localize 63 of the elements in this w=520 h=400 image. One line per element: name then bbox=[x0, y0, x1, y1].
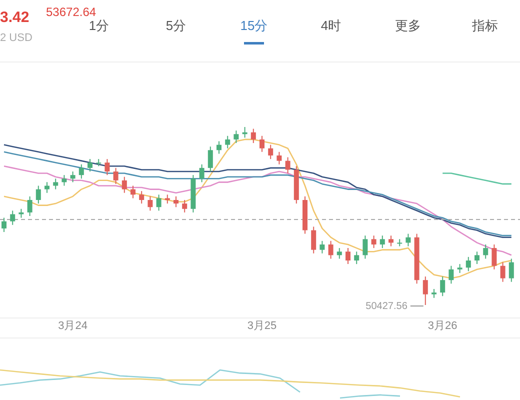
candlestick bbox=[130, 185, 136, 199]
candlestick bbox=[320, 240, 325, 254]
candlestick bbox=[268, 144, 274, 160]
candlestick bbox=[492, 244, 497, 270]
candlestick bbox=[182, 199, 188, 213]
candlestick bbox=[448, 265, 454, 284]
candlestick bbox=[500, 262, 506, 282]
candlestick bbox=[260, 135, 264, 152]
candlestick bbox=[483, 244, 488, 260]
candlestick bbox=[62, 174, 67, 186]
text: 2 USD bbox=[0, 32, 32, 44]
candlestick bbox=[199, 164, 204, 183]
candlestick bbox=[216, 140, 222, 154]
candlestick bbox=[406, 233, 411, 247]
candlestick bbox=[466, 256, 471, 272]
candlestick bbox=[36, 185, 41, 204]
candlestick bbox=[234, 130, 239, 144]
candlestick bbox=[2, 217, 6, 233]
text: 15分 bbox=[240, 18, 268, 33]
annotation: 50427.56 bbox=[366, 301, 408, 312]
text: 更多 bbox=[395, 18, 421, 33]
candlestick bbox=[311, 226, 316, 254]
x-tick-label: 3月26 bbox=[428, 320, 458, 332]
candlestick bbox=[156, 194, 162, 212]
candlestick bbox=[70, 171, 76, 183]
x-tick-label: 3月25 bbox=[247, 320, 277, 332]
candlestick bbox=[336, 248, 342, 260]
x-tick-label: 3月24 bbox=[58, 320, 88, 332]
candlestick bbox=[250, 128, 256, 144]
text: 3.42 bbox=[0, 9, 30, 26]
candlestick bbox=[88, 158, 92, 172]
candlestick bbox=[122, 176, 127, 194]
candlestick bbox=[78, 164, 84, 180]
candlestick bbox=[508, 258, 514, 282]
text: 1分 bbox=[88, 18, 110, 33]
candlestick bbox=[346, 248, 350, 265]
candlestick bbox=[113, 167, 118, 184]
candlestick bbox=[10, 210, 16, 226]
candlestick bbox=[27, 196, 32, 216]
candlestick bbox=[422, 276, 428, 306]
candlestick bbox=[208, 146, 213, 172]
candlestick bbox=[44, 182, 50, 194]
candlestick bbox=[397, 238, 402, 247]
candlestick bbox=[354, 251, 360, 265]
candlestick bbox=[388, 235, 394, 247]
candlestick bbox=[104, 158, 110, 176]
candlestick bbox=[225, 135, 230, 149]
candlestick bbox=[474, 251, 480, 265]
text: 指标 bbox=[471, 18, 498, 33]
candlestick bbox=[380, 235, 385, 249]
candlestick bbox=[440, 276, 446, 297]
candlestick bbox=[139, 190, 144, 204]
candlestick bbox=[362, 235, 368, 260]
candlestick bbox=[148, 196, 153, 212]
text: 4时 bbox=[320, 18, 342, 33]
text: 53672.64 bbox=[46, 5, 96, 19]
candlestick bbox=[371, 235, 376, 249]
candlestick bbox=[328, 240, 334, 260]
candlestick bbox=[174, 196, 178, 208]
candlestick bbox=[53, 178, 58, 190]
text: 5分 bbox=[166, 18, 186, 33]
candlestick bbox=[285, 156, 290, 174]
candlestick bbox=[276, 151, 282, 165]
